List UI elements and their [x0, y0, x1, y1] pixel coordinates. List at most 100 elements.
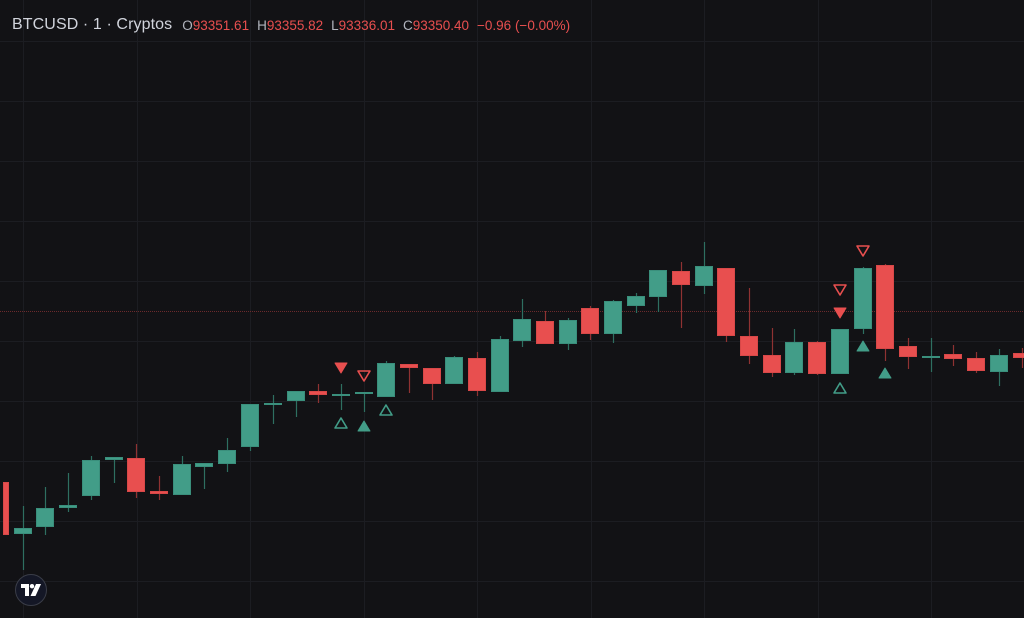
candle-body [445, 357, 463, 384]
candle [581, 306, 599, 340]
triangle-up-icon [878, 367, 892, 379]
candle [127, 444, 145, 498]
candle [899, 338, 917, 369]
candle-body [1013, 353, 1024, 358]
candle-body [241, 404, 259, 447]
candle [468, 352, 486, 396]
candle-body [423, 368, 441, 384]
signal-markers [334, 245, 892, 432]
candle-body [150, 491, 168, 494]
candle-body [627, 296, 645, 306]
candle-body [355, 392, 373, 394]
triangle-up-icon [833, 382, 847, 394]
candle [672, 262, 690, 328]
candle [195, 463, 213, 489]
candle-body [944, 354, 962, 359]
candle [717, 268, 735, 342]
candle [513, 299, 531, 347]
candle [377, 361, 395, 397]
candles [3, 242, 1024, 570]
tradingview-logo-button[interactable] [15, 574, 47, 606]
candle-body [400, 364, 418, 368]
candle [3, 482, 9, 535]
candle [876, 264, 894, 361]
candle-body [173, 464, 191, 495]
symbol-title[interactable]: BTCUSD · 1 · Cryptos [12, 16, 173, 33]
candle [264, 395, 282, 424]
candle-body [59, 505, 77, 508]
candle [355, 392, 373, 412]
candle-body [513, 319, 531, 341]
candle [1013, 348, 1024, 368]
candle [627, 293, 645, 313]
candle-body [899, 346, 917, 357]
candle [36, 487, 54, 535]
candle [944, 345, 962, 366]
candle-body [105, 457, 123, 460]
triangle-up-icon [357, 420, 371, 432]
candle-body [785, 342, 803, 373]
ohlc-low: L93336.01 [331, 17, 395, 33]
candle [332, 384, 350, 410]
ohlc-close: C93350.40 [402, 17, 470, 33]
candle-body [218, 450, 236, 464]
price-change: −0.96 (−0.00%) [477, 17, 571, 33]
candle [831, 329, 849, 374]
candle-body [82, 460, 100, 496]
candle [150, 476, 168, 500]
triangle-up-icon [379, 404, 393, 416]
candle-body [195, 463, 213, 467]
candle [740, 288, 758, 364]
ohlc-open: O93351.61 [182, 17, 250, 33]
candle-body [127, 458, 145, 492]
candle-body [740, 336, 758, 356]
triangle-down-icon [856, 245, 870, 257]
candle-body [559, 320, 577, 344]
candle-body [332, 394, 350, 396]
candle [59, 473, 77, 512]
candle [536, 311, 554, 344]
candle [808, 341, 826, 375]
candle-body [468, 358, 486, 391]
triangle-up-icon [334, 417, 348, 429]
candle-body [831, 329, 849, 374]
candle-body [990, 355, 1008, 372]
candle-body [14, 528, 32, 534]
candle-body [763, 355, 781, 373]
candle [785, 329, 803, 375]
candle [990, 349, 1008, 386]
candle-body [287, 391, 305, 401]
candle-body [717, 268, 735, 336]
candle [287, 391, 305, 417]
candle-body [922, 356, 940, 358]
candle [241, 404, 259, 451]
candle-body [309, 391, 327, 395]
candle-body [581, 308, 599, 334]
candle-body [264, 403, 282, 405]
candle [400, 364, 418, 393]
symbol-legend: BTCUSD · 1 · Cryptos O93351.61 H93355.82… [12, 14, 570, 36]
triangle-up-icon [856, 340, 870, 352]
candle [491, 336, 509, 392]
candle-body [377, 363, 395, 397]
candle-body [854, 268, 872, 329]
candle-body [536, 321, 554, 344]
candle-body [672, 271, 690, 285]
candle-body [695, 266, 713, 286]
candle-body [876, 265, 894, 349]
candle [763, 328, 781, 377]
candle-body [808, 342, 826, 374]
triangle-down-icon [357, 370, 371, 382]
candle [559, 318, 577, 350]
candle [14, 506, 32, 570]
candle [854, 267, 872, 334]
candle-body [604, 301, 622, 334]
triangle-down-icon [833, 284, 847, 296]
candle [309, 384, 327, 403]
tradingview-logo-icon [21, 584, 41, 596]
candle [105, 457, 123, 483]
candle-body [36, 508, 54, 527]
